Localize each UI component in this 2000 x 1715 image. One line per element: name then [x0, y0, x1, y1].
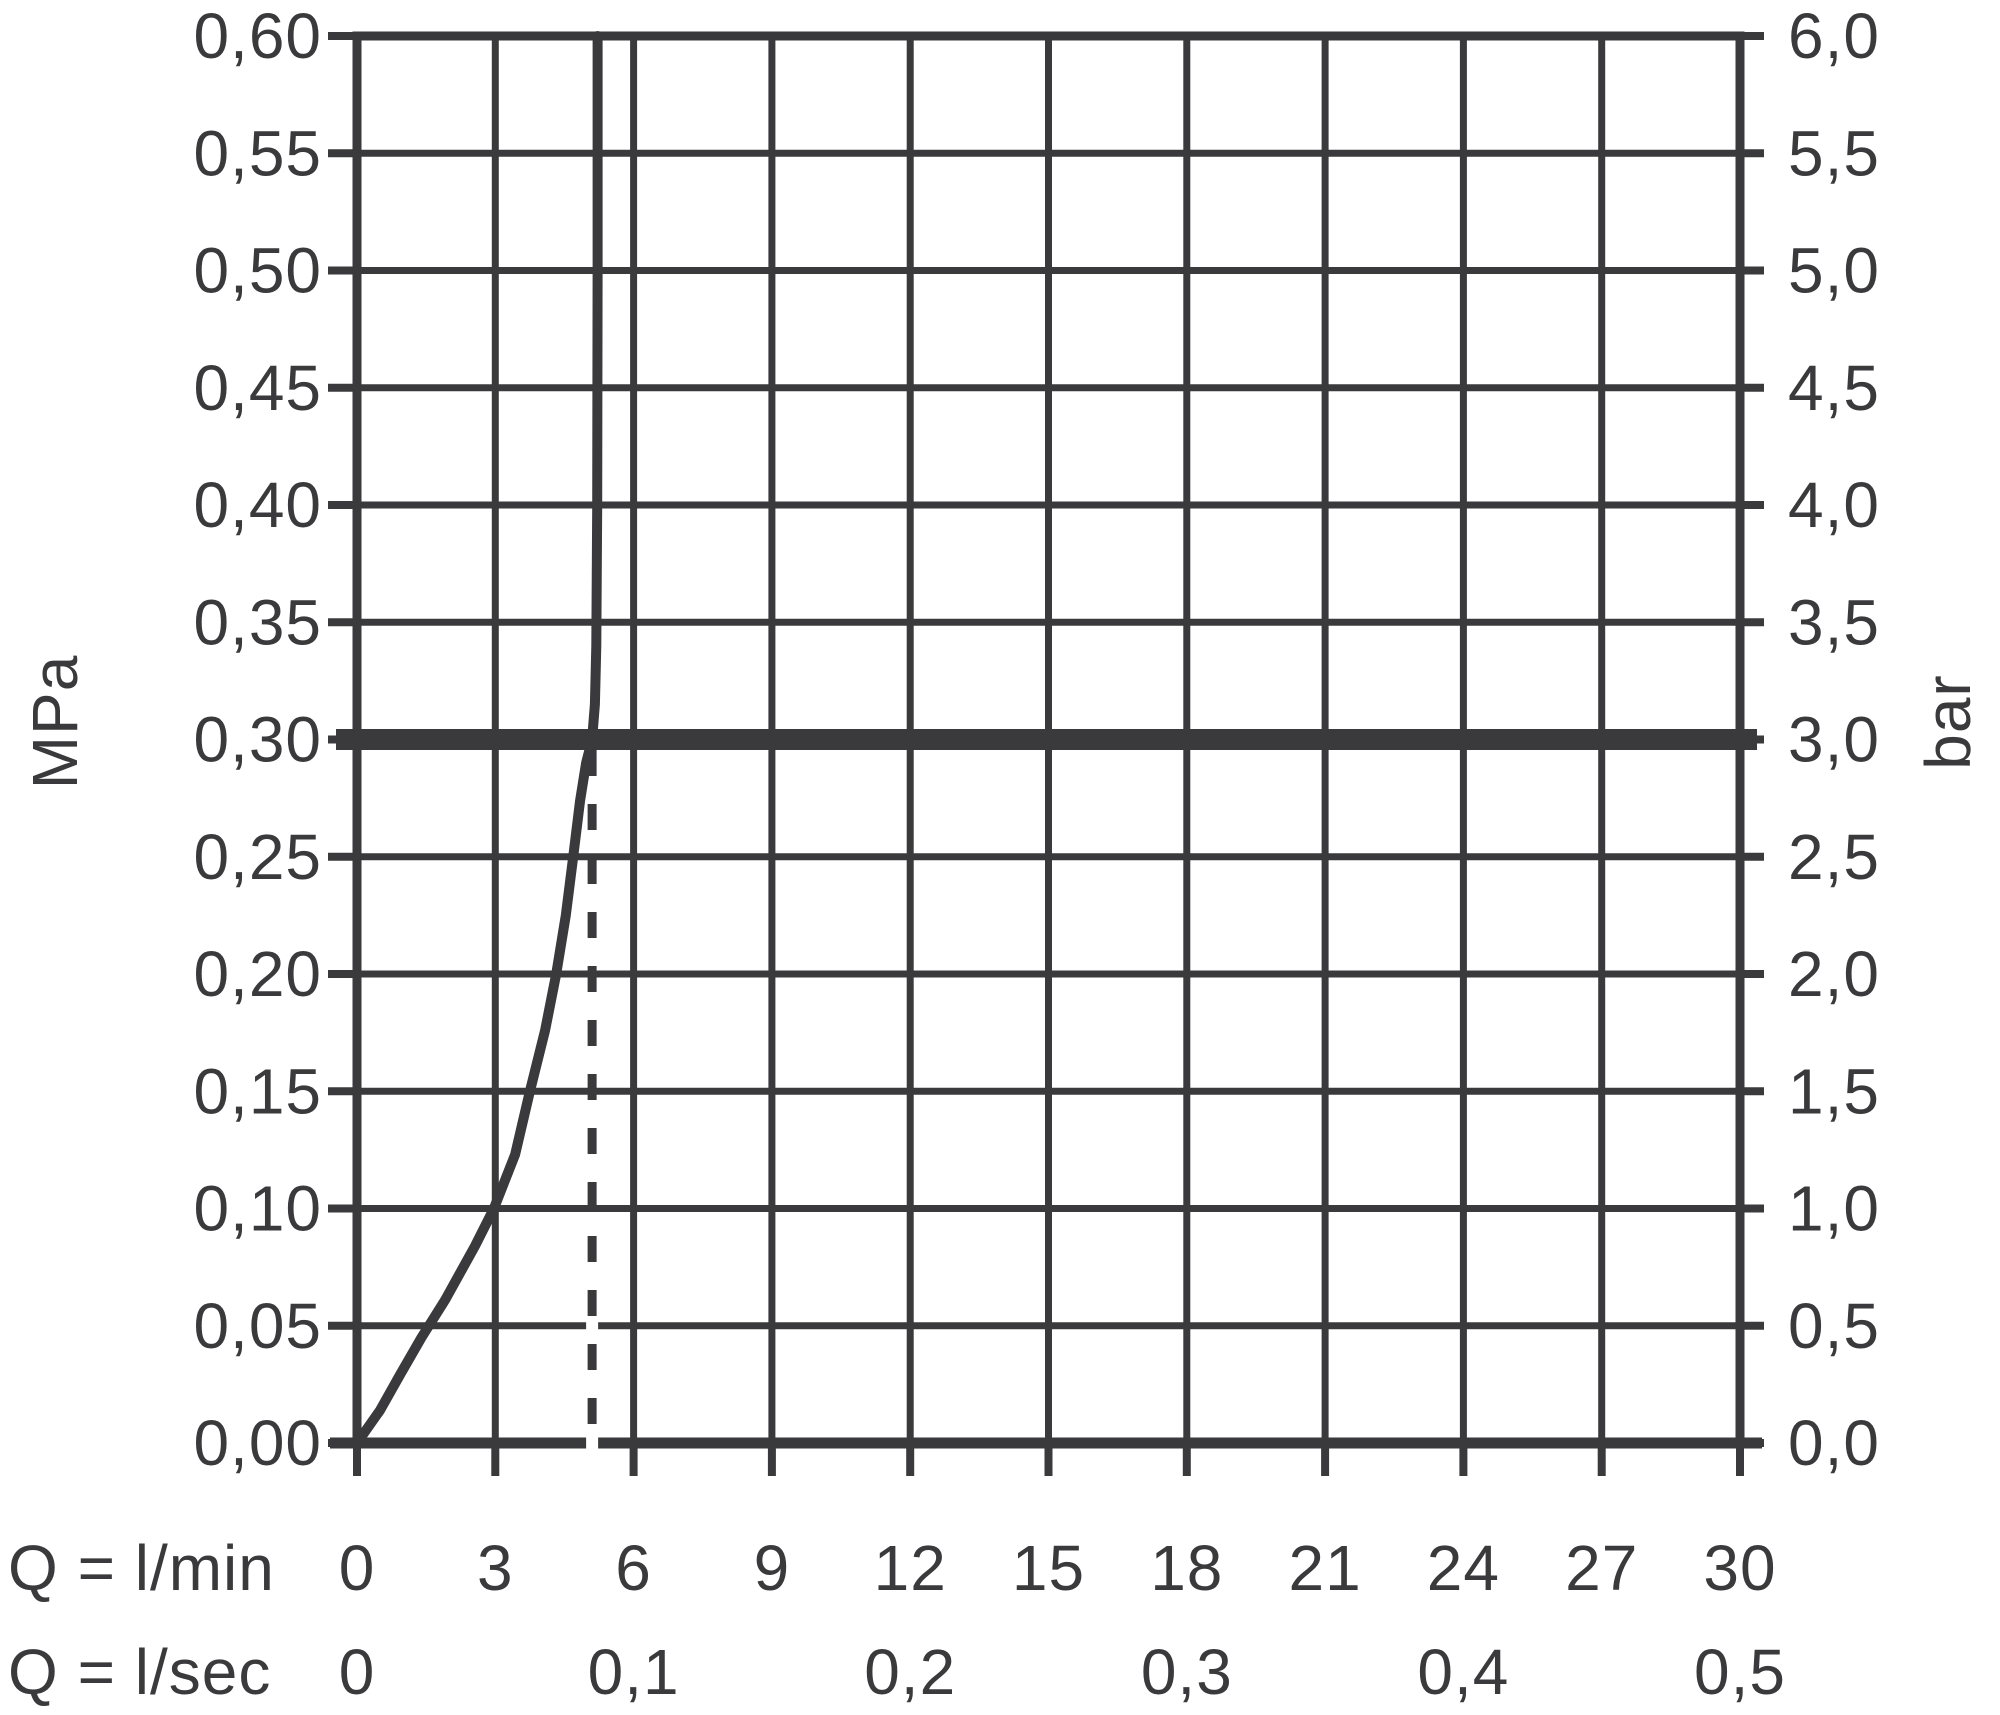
right-axis-label: 1,5 [1788, 1055, 1880, 1127]
right-axis-label: 6,0 [1788, 0, 1880, 72]
y-right-unit-label: bar [1912, 674, 1984, 770]
x-lsec-row-header: Q = l/sec [8, 1636, 271, 1708]
x-lmin-label: 15 [1012, 1532, 1085, 1604]
right-axis-label: 1,0 [1788, 1173, 1880, 1245]
left-axis-label: 0,40 [193, 469, 322, 541]
x-lmin-label: 6 [615, 1532, 652, 1604]
x-lsec-label: 0,2 [864, 1636, 956, 1708]
x-lsec-label: 0 [339, 1636, 376, 1708]
x-lmin-label: 12 [874, 1532, 947, 1604]
left-axis-label: 0,50 [193, 235, 322, 307]
x-lmin-label: 30 [1703, 1532, 1776, 1604]
x-lmin-label: 18 [1150, 1532, 1223, 1604]
left-axis-label: 0,20 [193, 938, 322, 1010]
left-axis-label: 0,55 [193, 117, 322, 189]
right-axis-label: 3,0 [1788, 704, 1880, 776]
right-axis-label: 2,0 [1788, 938, 1880, 1010]
left-axis-label: 0,05 [193, 1290, 322, 1362]
left-axis-label: 0,45 [193, 352, 322, 424]
x-lsec-label: 0,1 [588, 1636, 680, 1708]
left-axis-label: 0,10 [193, 1173, 322, 1245]
y-left-unit-label: MPa [19, 655, 91, 790]
left-axis-label: 0,30 [193, 704, 322, 776]
x-lsec-label: 0,5 [1694, 1636, 1786, 1708]
flow-curve [352, 31, 603, 1448]
left-axis-label: 0,25 [193, 821, 322, 893]
right-axis-label: 0,5 [1788, 1290, 1880, 1362]
right-axis-label: 2,5 [1788, 821, 1880, 893]
left-axis-label: 0,15 [193, 1055, 322, 1127]
right-axis-label: 0,0 [1788, 1407, 1880, 1479]
x-lmin-label: 0 [339, 1532, 376, 1604]
x-lmin-label: 24 [1427, 1532, 1500, 1604]
right-axis-label: 3,5 [1788, 586, 1880, 658]
right-axis-label: 4,5 [1788, 352, 1880, 424]
left-axis-label: 0,00 [193, 1407, 322, 1479]
right-axis-label: 5,0 [1788, 235, 1880, 307]
right-axis-label: 4,0 [1788, 469, 1880, 541]
x-lmin-label: 9 [754, 1532, 791, 1604]
left-axis-label: 0,60 [193, 0, 322, 72]
x-lmin-label: 27 [1565, 1532, 1638, 1604]
x-lsec-label: 0,4 [1417, 1636, 1509, 1708]
x-lsec-label: 0,3 [1141, 1636, 1233, 1708]
right-axis-label: 5,5 [1788, 117, 1880, 189]
x-lmin-label: 21 [1289, 1532, 1362, 1604]
x-lmin-label: 3 [477, 1532, 514, 1604]
left-axis-label: 0,35 [193, 586, 322, 658]
x-lmin-row-header: Q = l/min [8, 1532, 275, 1604]
